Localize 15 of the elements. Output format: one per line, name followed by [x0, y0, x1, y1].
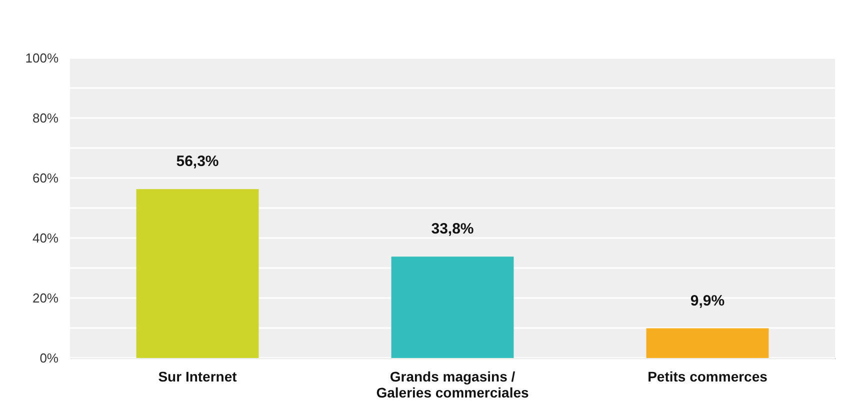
y-tick-label: 80% [32, 110, 59, 126]
y-tick-label: 100% [25, 50, 59, 66]
x-tick-label: Petits commerces [648, 368, 768, 384]
x-tick-label: Sur Internet [158, 368, 238, 384]
x-tick-label: Grands magasins / Galeries commerciales [376, 368, 529, 400]
bar [136, 189, 259, 358]
y-tick-label: 40% [32, 230, 59, 246]
data-label: 33,8% [431, 220, 474, 238]
y-tick-label: 0% [40, 350, 59, 366]
data-label: 56,3% [176, 153, 219, 170]
y-tick-label: 60% [32, 170, 59, 186]
data-label: 9,9% [690, 292, 725, 310]
bar [391, 256, 514, 358]
bar [646, 328, 769, 358]
y-tick-label: 20% [32, 290, 59, 306]
